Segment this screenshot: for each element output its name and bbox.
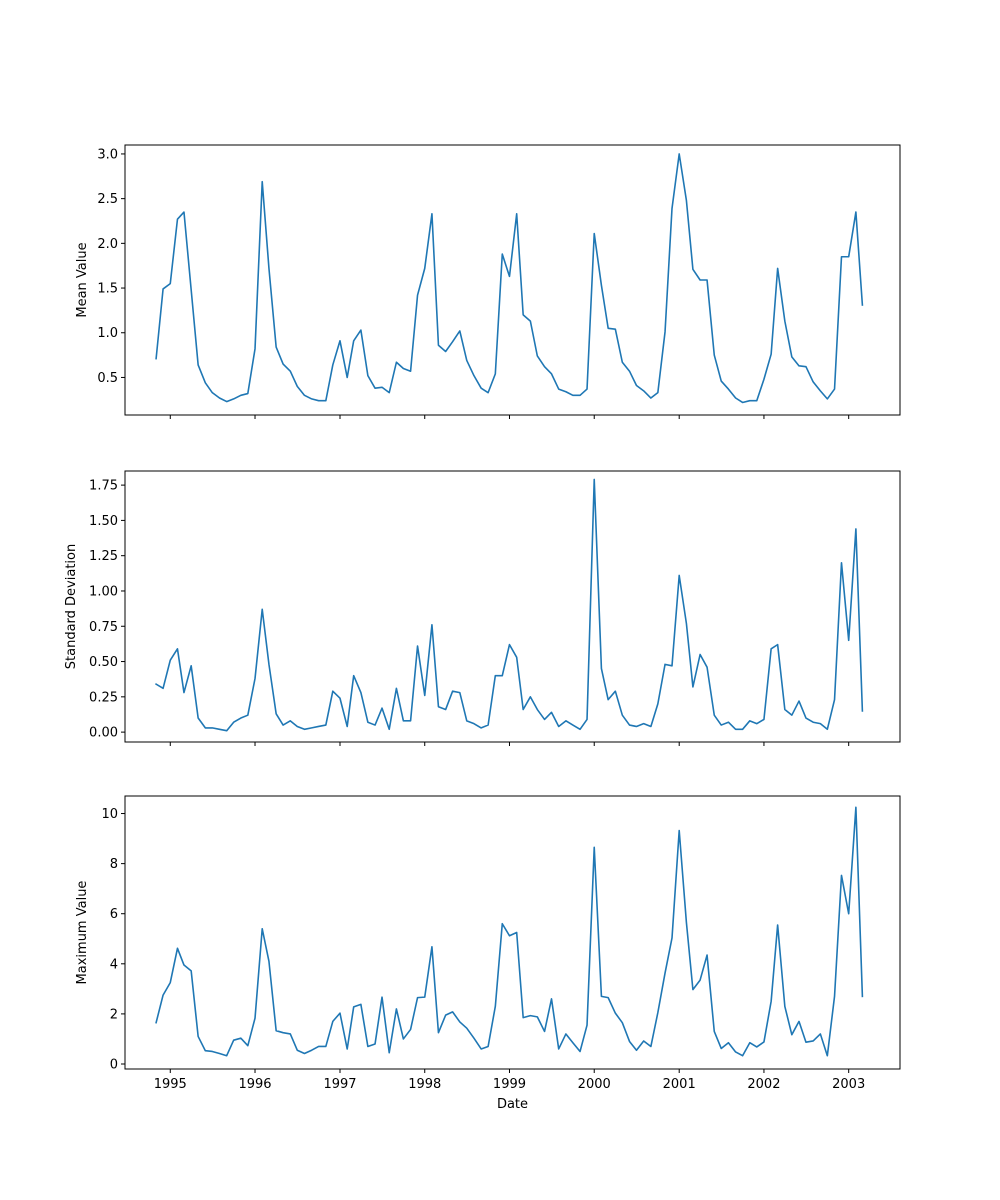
series-line-2-1: [155, 478, 864, 732]
x-tick-label: 1995: [154, 1077, 187, 1092]
y-tick-label: 0.00: [89, 726, 118, 741]
y-tick-label: 0.50: [89, 655, 118, 670]
x-tick-label: 1998: [408, 1077, 441, 1092]
y-tick-label: 0.75: [89, 620, 118, 635]
chart-panel-1: 0.5 1.0 1.5 2.0 2.5 3.0 Mean Value: [75, 144, 901, 419]
y-tick-label: 2: [110, 1007, 118, 1022]
chart-panel-3: 0 2 4 6 8 10 1995 1996 1997 1998 1999 2000 2001 2002 2…: [75, 795, 901, 1112]
y-tick-label: 0.25: [89, 690, 118, 705]
y-axis-label: Mean Value: [75, 242, 90, 317]
y-tick-label: 3.0: [97, 147, 118, 162]
y-tick-label: 8: [110, 857, 118, 872]
y-tick-label: 6: [110, 907, 118, 922]
y-tick-label: 1.50: [89, 514, 118, 529]
y-tick-label: 2.5: [97, 192, 118, 207]
y-tick-label: 1.00: [89, 584, 118, 599]
x-tick-label: 2003: [832, 1077, 865, 1092]
x-tick-label: 1996: [238, 1077, 271, 1092]
plot-frame: [124, 144, 901, 416]
y-tick-label: 0: [110, 1057, 118, 1072]
y-axis-label: Maximum Value: [75, 881, 90, 985]
series-line-1-1: [155, 153, 864, 404]
x-tick-label: 1999: [493, 1077, 526, 1092]
y-tick-label: 10: [101, 807, 118, 822]
y-axis-label: Standard Deviation: [64, 544, 79, 669]
y-tick-label: 2.0: [97, 237, 118, 252]
y-tick-label: 0.5: [97, 371, 118, 386]
y-tick-label: 4: [110, 957, 118, 972]
plot-frame: [124, 795, 901, 1070]
y-tick-label: 1.0: [97, 326, 118, 341]
x-tick-label: 2002: [747, 1077, 780, 1092]
x-tick-label: 2001: [663, 1077, 696, 1092]
plot-frame: [124, 470, 901, 743]
series-line-3-1: [155, 806, 864, 1057]
chart-panel-2: 0.00 0.25 0.50 0.75 1.00 1.25 1.50 1.75 Standard…: [64, 470, 901, 746]
y-tick-label: 1.25: [89, 549, 118, 564]
x-tick-label: 1997: [323, 1077, 356, 1092]
x-axis-label: Date: [497, 1097, 528, 1112]
x-tick-label: 2000: [578, 1077, 611, 1092]
y-tick-label: 1.75: [89, 479, 118, 494]
y-tick-label: 1.5: [97, 282, 118, 297]
